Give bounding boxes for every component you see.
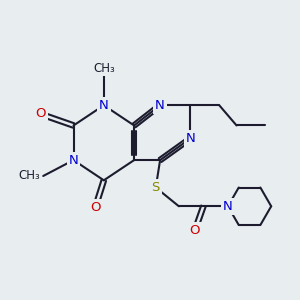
Text: N: N	[99, 99, 109, 112]
Text: O: O	[35, 107, 46, 120]
Text: N: N	[155, 99, 165, 112]
Text: N: N	[223, 200, 233, 213]
Text: S: S	[152, 181, 160, 194]
Text: CH₃: CH₃	[19, 169, 40, 182]
Text: O: O	[190, 224, 200, 237]
Text: N: N	[185, 132, 195, 145]
Text: CH₃: CH₃	[93, 62, 115, 75]
Text: O: O	[90, 201, 101, 214]
Text: N: N	[69, 154, 78, 166]
